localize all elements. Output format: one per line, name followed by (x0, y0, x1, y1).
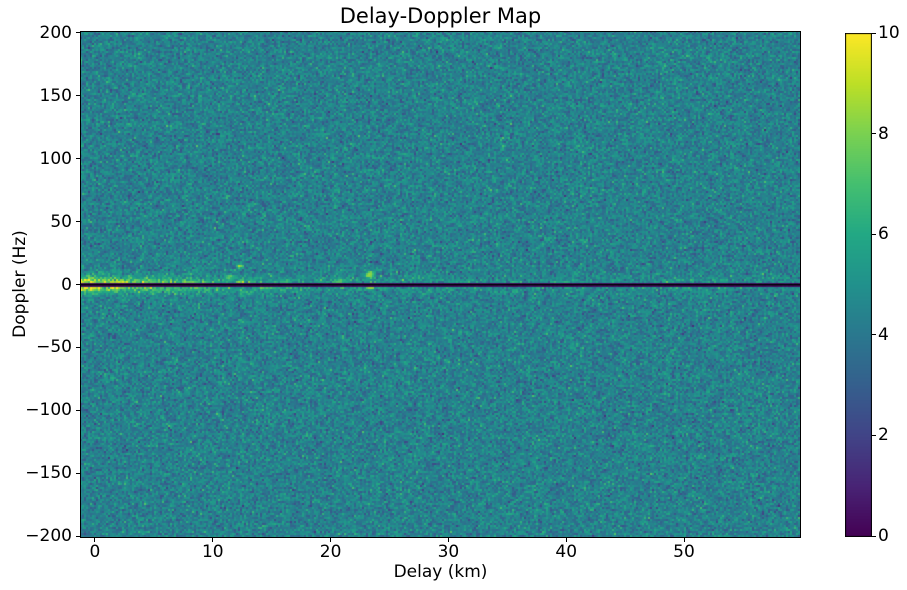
y-tick-label: 0 (61, 274, 72, 295)
y-tick-label: 100 (39, 148, 72, 169)
y-tick-label: −200 (25, 526, 72, 547)
x-tick-mark (683, 538, 685, 542)
colorbar-tick-label: 8 (878, 123, 889, 144)
x-tick-label: 30 (437, 542, 460, 562)
y-tick-label: −100 (25, 400, 72, 421)
y-tick-mark (76, 95, 80, 97)
y-tick-mark (76, 472, 80, 474)
x-tick-label: 50 (673, 542, 695, 562)
x-tick-label: 0 (89, 542, 101, 562)
y-tick-label: 200 (39, 22, 72, 43)
y-tick-mark (76, 346, 80, 348)
heatmap-canvas (80, 31, 801, 538)
y-tick-mark (76, 158, 80, 160)
x-tick-mark (212, 538, 214, 542)
y-tick-mark (76, 535, 80, 537)
x-axis-label: Delay (km) (393, 562, 488, 582)
x-tick-label: 20 (319, 542, 342, 562)
colorbar (845, 33, 872, 537)
x-tick-label: 40 (555, 542, 578, 562)
y-axis-label: Doppler (Hz) (10, 230, 30, 338)
colorbar-tick-label: 0 (878, 526, 889, 546)
x-tick-mark (565, 538, 567, 542)
y-tick-mark (76, 221, 80, 223)
colorbar-tick-mark (872, 32, 876, 34)
colorbar-tick-label: 2 (878, 425, 889, 446)
colorbar-tick-label: 6 (878, 224, 889, 245)
y-tick-label: 50 (50, 211, 72, 232)
y-tick-mark (76, 32, 80, 34)
y-tick-label: 150 (39, 85, 72, 106)
y-tick-label: −50 (36, 337, 72, 358)
colorbar-tick-label: 10 (878, 23, 900, 43)
colorbar-tick-mark (872, 133, 876, 135)
y-tick-label: −150 (25, 463, 72, 484)
colorbar-tick-mark (872, 233, 876, 235)
colorbar-tick-mark (872, 434, 876, 436)
x-tick-label: 10 (201, 542, 224, 562)
colorbar-tick-mark (872, 334, 876, 336)
x-tick-mark (447, 538, 449, 542)
y-tick-mark (76, 284, 80, 285)
colorbar-tick-mark (872, 535, 876, 537)
x-tick-mark (330, 538, 332, 542)
y-tick-mark (76, 409, 80, 411)
chart-title: Delay-Doppler Map (339, 4, 542, 28)
colorbar-tick-label: 4 (878, 324, 889, 345)
x-tick-mark (94, 538, 96, 542)
